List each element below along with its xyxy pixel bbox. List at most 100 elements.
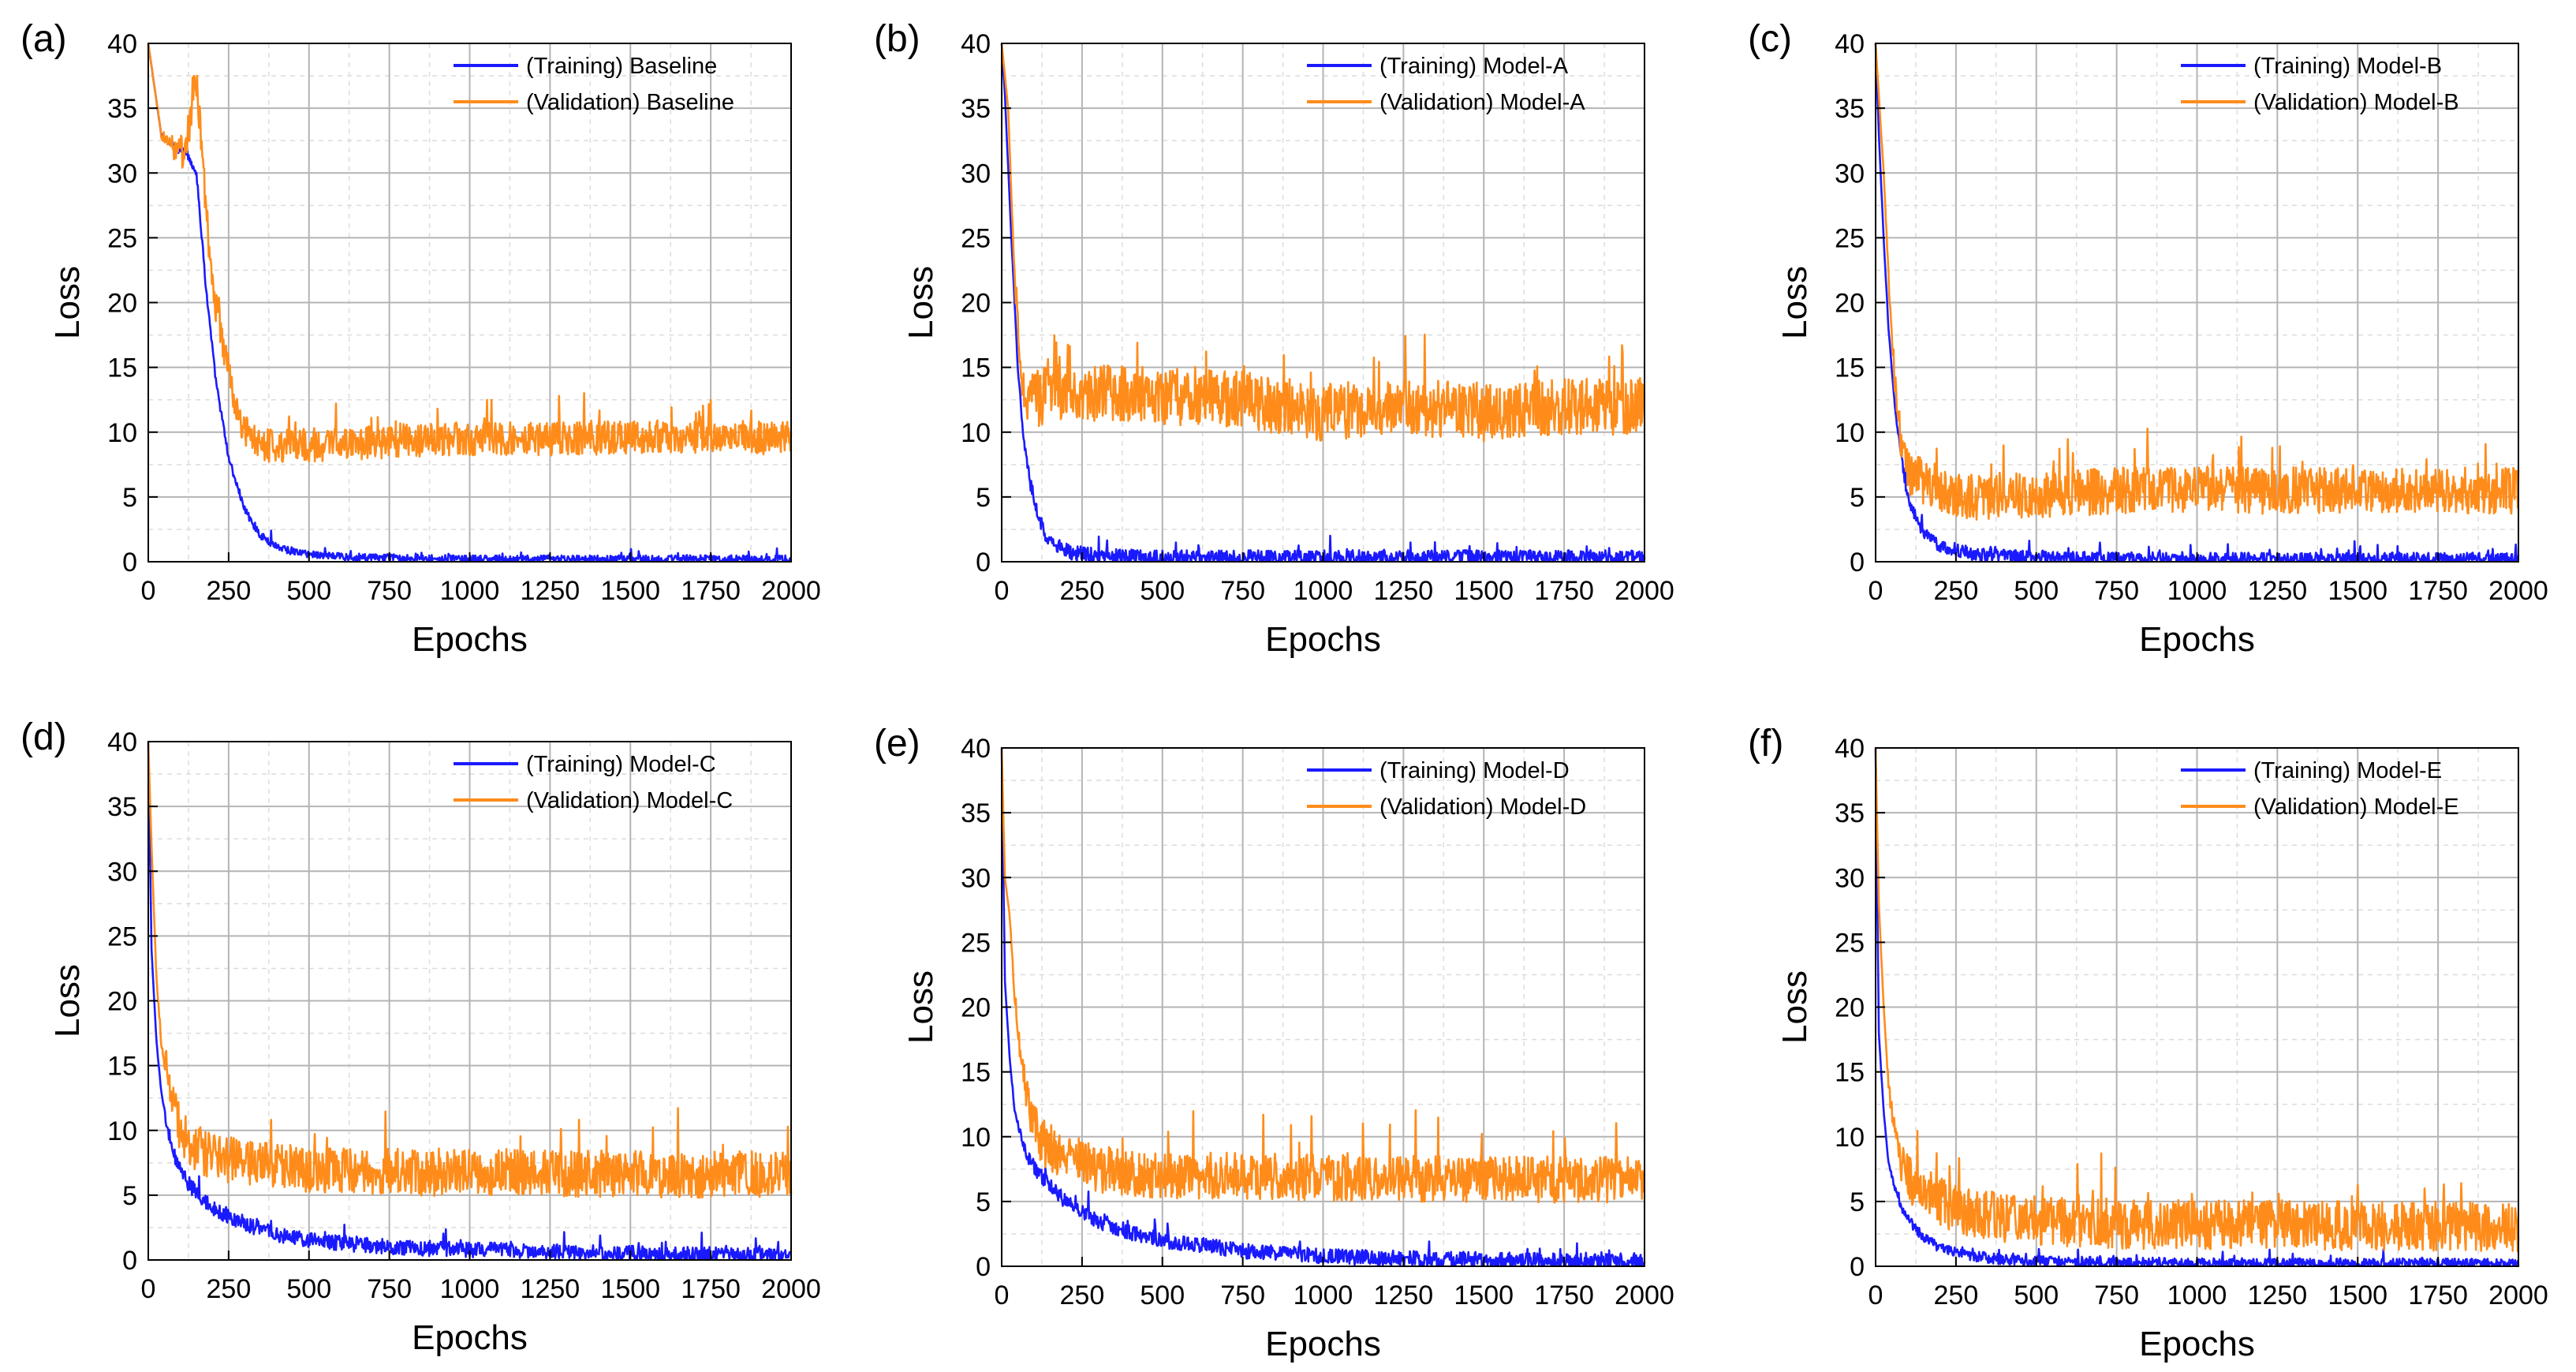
x-tick-label: 250 [207, 1274, 252, 1304]
chart-panel-6: 0 250 500 750 1000 1250 1500 1750 2000 0 5 10 15 20 25… [1748, 723, 2548, 1363]
legend-label: (Training) Model-A [1379, 54, 1569, 79]
legend-label: (Training) Model-C [526, 752, 716, 777]
x-tick-label: 1500 [2328, 576, 2387, 606]
y-tick-label: 35 [961, 798, 991, 828]
y-tick-label: 25 [1835, 223, 1865, 253]
x-tick-label: 1000 [2167, 1280, 2227, 1310]
y-tick-label: 35 [1835, 94, 1865, 124]
x-tick-label: 750 [367, 1274, 412, 1304]
x-tick-label: 1750 [2408, 1280, 2468, 1310]
y-tick-label: 20 [1835, 993, 1865, 1023]
x-tick-label: 2000 [761, 576, 821, 606]
x-tick-label: 1000 [1294, 1280, 1353, 1310]
legend-label: (Training) Model-E [2253, 758, 2442, 783]
legend-label: (Validation) Model-E [2253, 794, 2459, 820]
y-tick-label: 10 [1835, 1123, 1865, 1153]
y-tick-label: 10 [107, 1116, 137, 1146]
legend: (Training) Model-E (Validation) Model-E [2181, 758, 2459, 820]
legend: (Training) Baseline (Validation) Baseline [454, 54, 734, 115]
x-tick-label: 1750 [2408, 576, 2468, 606]
x-tick-label: 1500 [600, 1274, 660, 1304]
y-tick-label: 0 [122, 548, 137, 578]
x-tick-label: 1500 [600, 576, 660, 606]
y-tick-label: 0 [122, 1246, 137, 1276]
y-tick-label: 25 [961, 928, 991, 958]
x-tick-label: 1500 [1454, 1280, 1514, 1310]
x-tick-label: 0 [1869, 1280, 1883, 1310]
y-axis-title: Loss [1775, 970, 1814, 1044]
x-tick-label: 250 [1060, 576, 1105, 606]
y-tick-label: 0 [1850, 1252, 1865, 1282]
series-line-validation [147, 741, 793, 1199]
y-tick-label: 35 [107, 94, 137, 124]
y-tick-label: 5 [976, 1187, 991, 1217]
y-tick-label: 30 [107, 857, 137, 887]
legend-label: (Validation) Model-D [1379, 794, 1586, 820]
chart-panel-2: 0 250 500 750 1000 1250 1500 1750 2000 0 5 10 15 20 25… [874, 18, 1674, 659]
panel-label: (f) [1748, 723, 1783, 765]
panel-label: (e) [874, 723, 920, 765]
legend: (Training) Model-A (Validation) Model-A [1307, 54, 1585, 115]
y-tick-label: 20 [961, 289, 991, 319]
x-tick-label: 1500 [1454, 576, 1514, 606]
y-tick-label: 30 [1835, 863, 1865, 893]
chart-panel-4: 0 250 500 750 1000 1250 1500 1750 2000 0 5 10 15 20 25… [21, 716, 821, 1357]
x-tick-label: 750 [2094, 576, 2139, 606]
legend: (Training) Model-B (Validation) Model-B [2181, 54, 2459, 115]
x-axis-title: Epochs [2139, 620, 2255, 659]
x-tick-label: 1250 [521, 1274, 581, 1304]
y-tick-label: 10 [1835, 418, 1865, 448]
x-tick-label: 1750 [681, 1274, 741, 1304]
panel-label: (d) [21, 716, 67, 758]
x-tick-label: 1000 [1294, 576, 1353, 606]
y-axis-title: Loss [902, 970, 940, 1044]
x-tick-label: 2000 [2488, 1280, 2548, 1310]
y-tick-label: 0 [1850, 548, 1865, 578]
y-tick-label: 30 [961, 159, 991, 189]
series-line-validation [147, 43, 793, 463]
x-tick-label: 1250 [521, 576, 581, 606]
x-tick-label: 250 [1934, 1280, 1979, 1310]
y-tick-label: 25 [1835, 928, 1865, 958]
x-tick-label: 1750 [1534, 576, 1594, 606]
x-tick-label: 500 [286, 576, 331, 606]
x-tick-label: 1000 [440, 1274, 500, 1304]
y-tick-label: 30 [1835, 159, 1865, 189]
x-tick-label: 2000 [1615, 576, 1674, 606]
y-tick-label: 5 [1850, 1187, 1865, 1217]
y-tick-label: 5 [122, 483, 137, 513]
y-tick-label: 10 [107, 418, 137, 448]
y-tick-label: 25 [961, 223, 991, 253]
x-tick-label: 1000 [440, 576, 500, 606]
y-tick-label: 5 [122, 1181, 137, 1211]
x-tick-label: 0 [141, 576, 156, 606]
x-tick-label: 1250 [2248, 1280, 2308, 1310]
x-tick-label: 2000 [1615, 1280, 1674, 1310]
panel-label: (c) [1748, 18, 1792, 60]
x-tick-label: 0 [995, 576, 1010, 606]
x-tick-label: 750 [2094, 1280, 2139, 1310]
y-axis-title: Loss [48, 964, 87, 1037]
y-tick-label: 20 [107, 987, 137, 1017]
panel-label: (b) [874, 18, 920, 60]
y-axis-title: Loss [902, 266, 940, 339]
y-tick-label: 20 [961, 993, 991, 1023]
x-tick-label: 1000 [2167, 576, 2227, 606]
x-tick-label: 1250 [2248, 576, 2308, 606]
chart-panel-3: 0 250 500 750 1000 1250 1500 1750 2000 0 5 10 15 20 25… [1748, 18, 2548, 659]
x-tick-label: 1500 [2328, 1280, 2387, 1310]
x-tick-label: 1750 [681, 576, 741, 606]
legend: (Training) Model-C (Validation) Model-C [454, 752, 733, 813]
y-tick-label: 35 [107, 792, 137, 822]
legend-label: (Validation) Baseline [526, 90, 734, 115]
x-tick-label: 500 [1140, 576, 1185, 606]
x-axis-title: Epochs [2139, 1325, 2255, 1363]
legend-label: (Validation) Model-B [2253, 90, 2459, 115]
x-tick-label: 250 [1934, 576, 1979, 606]
legend-label: (Training) Baseline [526, 54, 717, 79]
x-tick-label: 750 [1220, 576, 1265, 606]
y-tick-label: 40 [107, 727, 137, 757]
x-tick-label: 0 [995, 1280, 1010, 1310]
x-tick-label: 1250 [1374, 576, 1434, 606]
